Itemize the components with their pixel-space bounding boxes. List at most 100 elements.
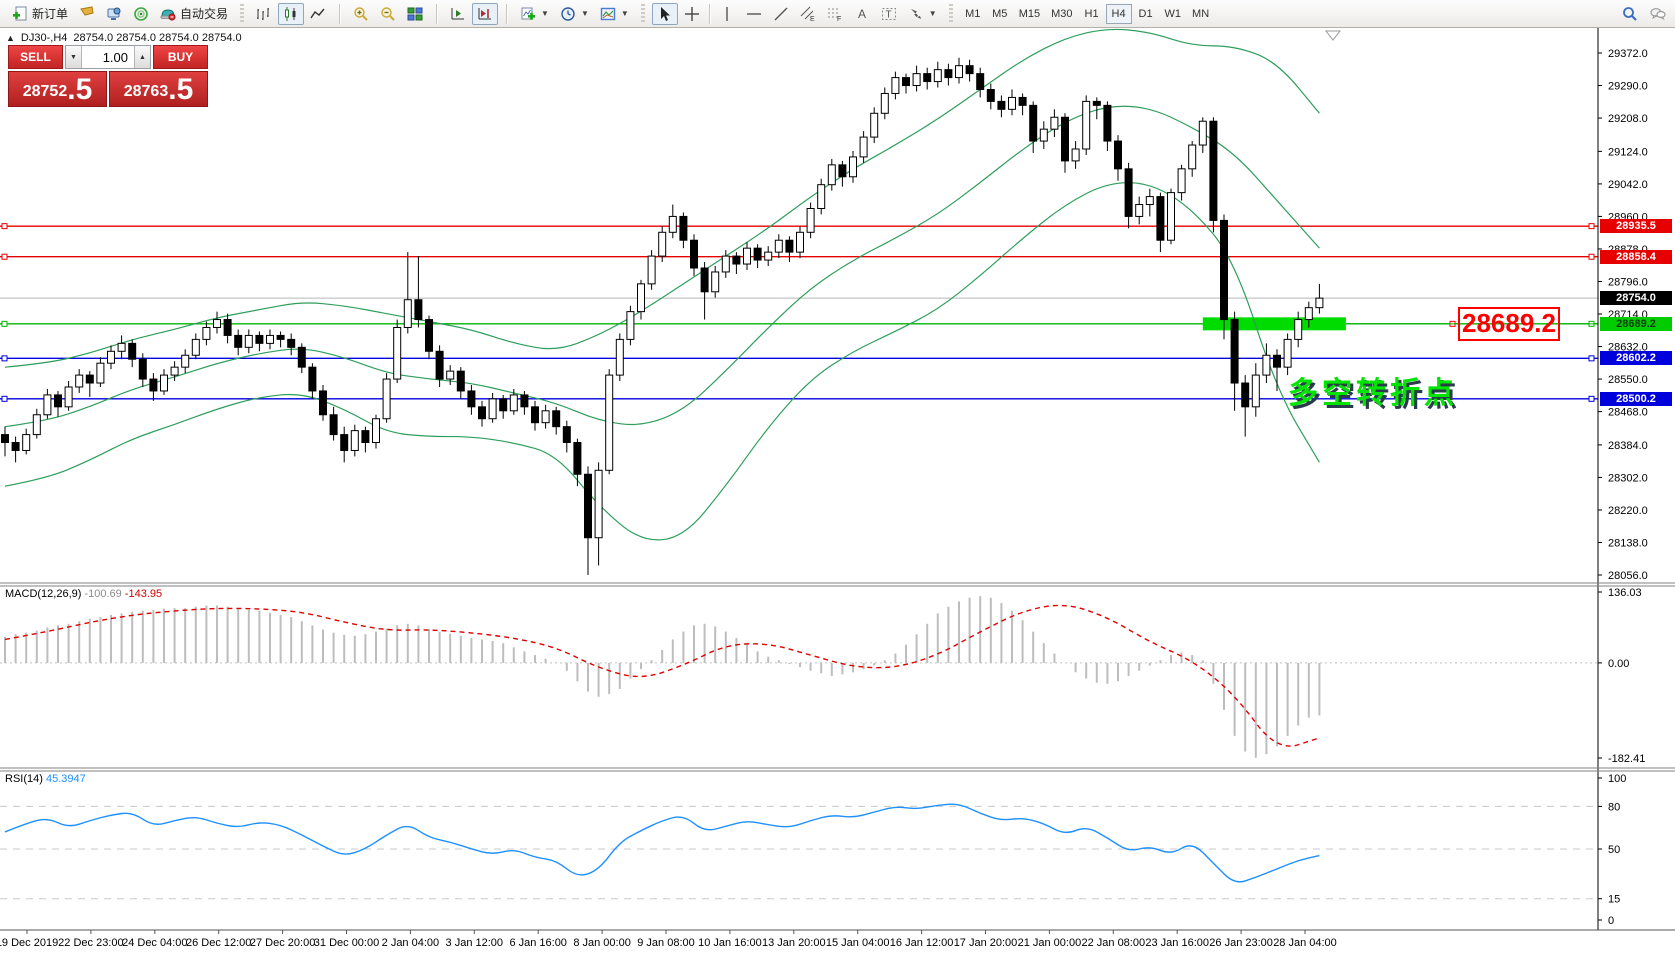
buy-price[interactable]: 28763.5 xyxy=(109,71,208,107)
price-tick-label: 29124.0 xyxy=(1608,146,1648,158)
timeframe-group: M1 M5 M15 M30 H1 H4 D1 W1 MN xyxy=(957,2,1217,26)
equidistant-channel-icon: E xyxy=(800,6,815,22)
symbol-name: DJ30-,H4 xyxy=(20,32,68,44)
sell-price-int: 28752 xyxy=(22,83,68,100)
timeframe-H4[interactable]: H4 xyxy=(1105,3,1132,24)
buy-price-int: 28763 xyxy=(123,83,169,100)
price-tick-label: 29290.0 xyxy=(1608,81,1648,93)
price-tick-label: 29208.0 xyxy=(1608,113,1648,125)
timeframe-M1[interactable]: M1 xyxy=(965,7,981,20)
time-tick-label[interactable]: 8 Jan 00:00 xyxy=(573,937,631,949)
time-tick-label[interactable]: 2 Jan 04:00 xyxy=(382,937,440,949)
chart-canvas[interactable]: 29372.029290.029208.029124.029042.028960… xyxy=(0,28,1675,953)
time-tick-label[interactable]: 10 Jan 16:00 xyxy=(698,937,762,949)
time-tick-label[interactable]: 28 Jan 04:00 xyxy=(1273,937,1337,949)
templates-button[interactable]: ▼ xyxy=(595,3,634,25)
clock-icon xyxy=(561,6,575,21)
timeframe-M30[interactable]: M30 xyxy=(1051,7,1073,20)
price-level-annotation[interactable]: 28689.2 xyxy=(1458,306,1560,341)
time-tick-label[interactable]: 26 Dec 12:00 xyxy=(186,937,251,949)
periods-button[interactable]: ▼ xyxy=(555,3,594,25)
time-tick-label[interactable]: 26 Jan 23:00 xyxy=(1209,937,1273,949)
autotrade-label: 自动交易 xyxy=(180,7,229,21)
timeframe-D1[interactable]: D1 xyxy=(1138,7,1153,20)
time-tick-label[interactable]: 9 Jan 08:00 xyxy=(637,937,695,949)
search-button[interactable] xyxy=(1617,3,1643,25)
time-tick-label[interactable]: 27 Dec 20:00 xyxy=(250,937,315,949)
funnel-button[interactable] xyxy=(74,3,100,25)
sell-price[interactable]: 28752.5 xyxy=(8,71,107,107)
time-tick-label[interactable]: 3 Jan 12:00 xyxy=(446,937,504,949)
toolbar-drag-handle[interactable] xyxy=(240,3,245,24)
volume-input[interactable] xyxy=(82,46,134,68)
macd-signal-value: -143.95 xyxy=(124,588,163,600)
timeframe-W1[interactable]: W1 xyxy=(1164,7,1182,20)
time-tick-label[interactable]: 17 Jan 20:00 xyxy=(954,937,1018,949)
signal-button[interactable] xyxy=(128,3,154,25)
equidistant-channel-button[interactable]: E xyxy=(795,3,821,25)
zoom-in-button[interactable] xyxy=(348,3,374,25)
buy-button[interactable]: BUY xyxy=(153,45,208,69)
text-button[interactable]: A xyxy=(849,3,875,25)
chart-shift-marker xyxy=(1324,30,1342,41)
timeframe-H1[interactable]: H1 xyxy=(1084,7,1099,20)
time-tick-label[interactable]: 13 Jan 20:00 xyxy=(762,937,826,949)
vertical-line-button[interactable] xyxy=(714,3,740,25)
time-tick-label[interactable]: 31 Dec 00:00 xyxy=(314,937,379,949)
bollinger-upper xyxy=(4,28,1320,368)
tile-windows-button[interactable] xyxy=(402,3,428,25)
cursor-button[interactable] xyxy=(651,2,678,25)
price-badge-28754.0: 28754.0 xyxy=(1600,291,1672,306)
arrows-button[interactable]: ▼ xyxy=(903,3,942,25)
auto-scroll-button[interactable] xyxy=(445,3,471,25)
crosshair-button[interactable] xyxy=(679,3,705,25)
macd-tick-label: 0.00 xyxy=(1608,658,1629,670)
time-tick-label[interactable]: 19 Dec 2019 xyxy=(0,937,58,949)
text-label-button[interactable]: T xyxy=(876,3,902,25)
timeframe-M15[interactable]: M15 xyxy=(1018,7,1041,20)
toolbar-drag-handle[interactable] xyxy=(640,3,645,24)
autotrade-icon xyxy=(160,8,176,20)
volume-decrease-button[interactable]: ▼ xyxy=(66,46,82,68)
autotrade-button[interactable]: 自动交易 xyxy=(155,3,233,25)
time-tick-label[interactable]: 15 Jan 04:00 xyxy=(826,937,890,949)
svg-text:F: F xyxy=(837,16,841,22)
price-tick-label: 28138.0 xyxy=(1608,537,1648,549)
trendline-button[interactable] xyxy=(768,3,794,25)
time-tick-label[interactable]: 22 Dec 23:00 xyxy=(58,937,123,949)
chart-shift-button[interactable] xyxy=(472,2,499,25)
line-chart-icon xyxy=(310,8,325,18)
price-tick-label: 28550.0 xyxy=(1608,374,1648,386)
time-tick-label[interactable]: 24 Dec 04:00 xyxy=(122,937,187,949)
fibonacci-button[interactable]: F xyxy=(822,3,848,25)
bar-chart-button[interactable] xyxy=(251,3,277,25)
symbol-collapse-icon[interactable]: ▲ xyxy=(6,33,15,43)
line-chart-button[interactable] xyxy=(305,3,331,25)
volume-increase-button[interactable]: ▲ xyxy=(134,46,150,68)
candlestick-chart-button[interactable] xyxy=(278,2,305,25)
price-tick-label: 28302.0 xyxy=(1608,472,1648,484)
price-tick-label: 28384.0 xyxy=(1608,440,1648,452)
rsi-panel: 100 80 50 15 0 xyxy=(0,773,1626,927)
zoom-out-button[interactable] xyxy=(375,3,401,25)
terminal-button[interactable] xyxy=(101,3,127,25)
time-tick-label[interactable]: 16 Jan 12:00 xyxy=(890,937,954,949)
time-tick-label[interactable]: 21 Jan 00:00 xyxy=(1018,937,1082,949)
pivot-annotation[interactable]: 多空转折点 xyxy=(1288,377,1458,410)
new-order-button[interactable]: 新订单 xyxy=(7,3,73,25)
horizontal-line-button[interactable] xyxy=(741,3,767,25)
dropdown-arrow-icon: ▼ xyxy=(928,9,937,18)
timeframe-MN[interactable]: MN xyxy=(1192,7,1210,20)
toolbar-drag-handle[interactable] xyxy=(948,3,953,24)
timeframe-M5[interactable]: M5 xyxy=(992,7,1008,20)
sell-button[interactable]: SELL xyxy=(8,45,63,69)
terminal-icon xyxy=(107,7,121,20)
indicators-button[interactable]: ▼ xyxy=(515,3,554,25)
time-tick-label[interactable]: 23 Jan 16:00 xyxy=(1145,937,1209,949)
time-tick-label[interactable]: 6 Jan 16:00 xyxy=(509,937,567,949)
price-badge-28689.2: 28689.2 xyxy=(1600,316,1672,331)
price-tick-label: 28220.0 xyxy=(1608,505,1648,517)
time-tick-label[interactable]: 22 Jan 08:00 xyxy=(1081,937,1145,949)
chat-button[interactable] xyxy=(1645,3,1671,25)
chat-icon xyxy=(1650,7,1666,20)
